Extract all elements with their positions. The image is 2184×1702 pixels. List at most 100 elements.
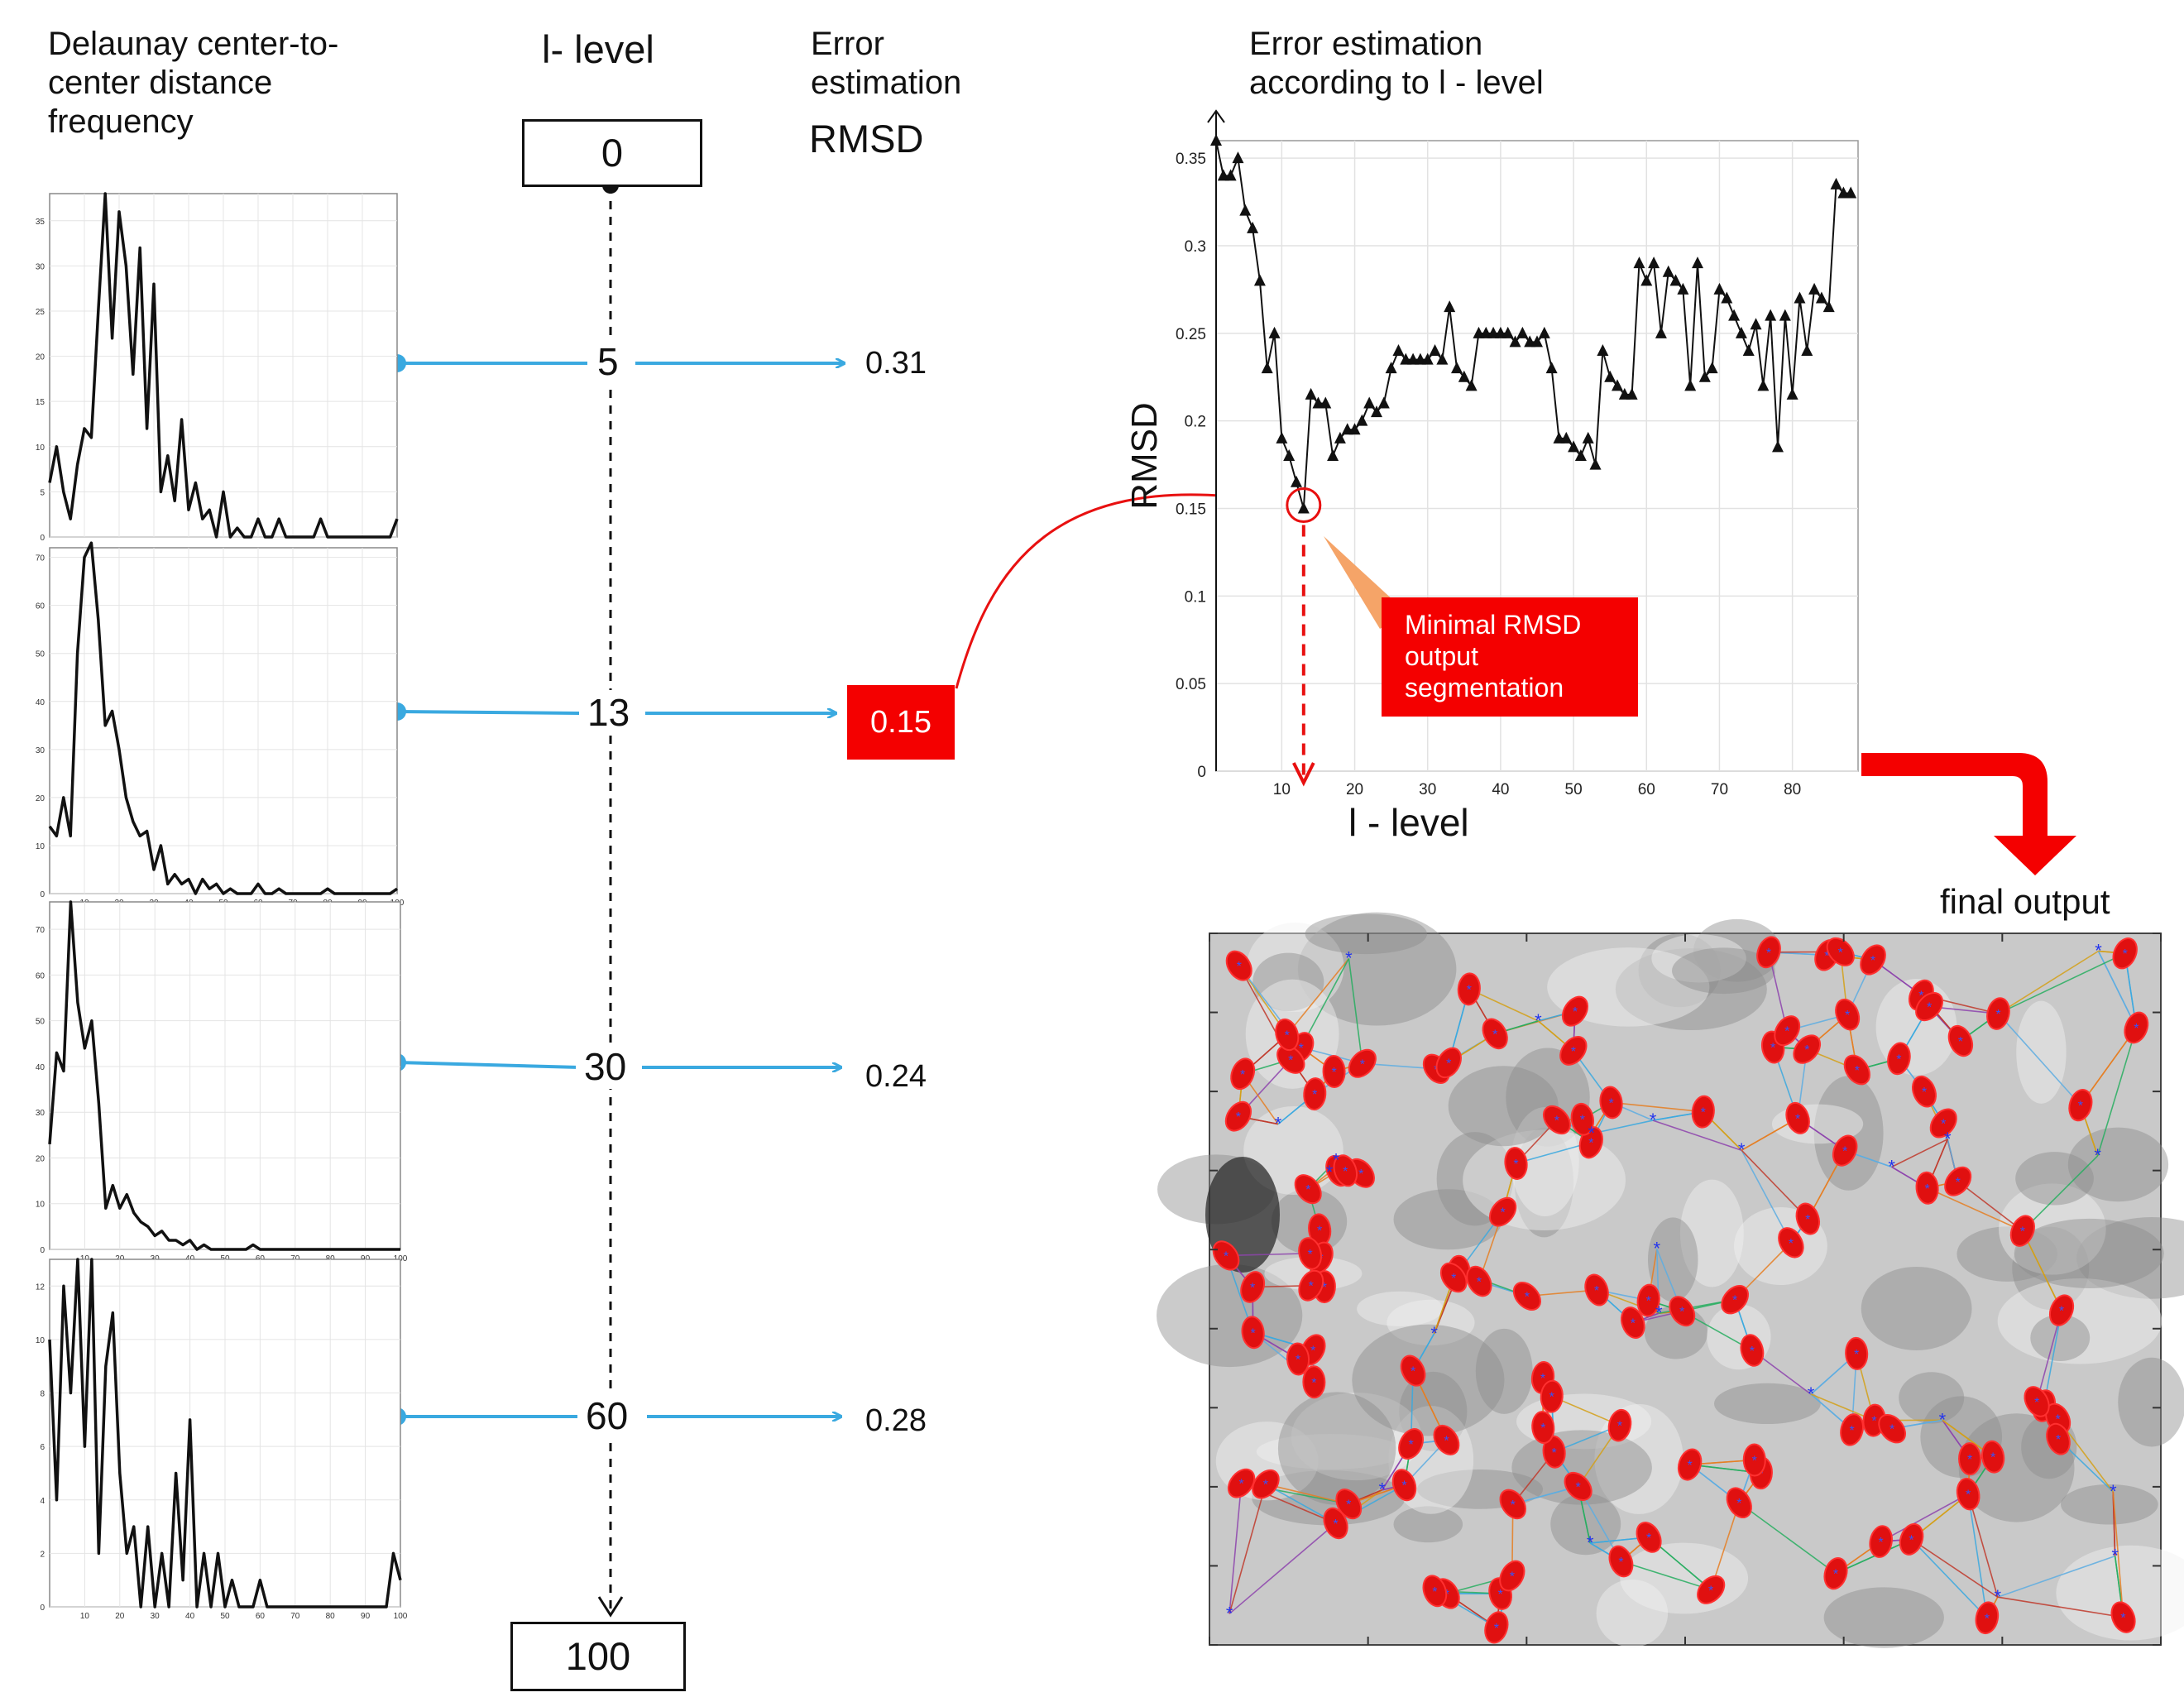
cell-center-marker: * xyxy=(1535,1010,1542,1031)
chart-point-marker xyxy=(1801,344,1813,356)
delaunay-edge xyxy=(1911,1538,1999,1598)
segmented-nucleus xyxy=(1785,1101,1810,1134)
cell-center-marker: * xyxy=(1588,1123,1596,1143)
cell-center-marker: * xyxy=(1994,1586,2001,1607)
chart-point-marker xyxy=(1268,326,1281,338)
cell-center-marker: * xyxy=(1305,1183,1310,1197)
cell-center-marker: * xyxy=(1408,1438,1413,1452)
cell-center-marker: * xyxy=(2094,1145,2101,1166)
cell-center-marker: * xyxy=(1540,1422,1545,1436)
cell-center-marker: * xyxy=(1617,1420,1622,1434)
cell-center-marker: * xyxy=(1285,1028,1290,1043)
histogram-series-line xyxy=(48,541,398,895)
cell-center-marker: * xyxy=(1467,983,1472,997)
cell-center-marker: * xyxy=(1432,1585,1437,1599)
segmented-nucleus xyxy=(1241,1316,1265,1350)
segmented-nucleus xyxy=(1621,1306,1645,1339)
histogram-ytick-label: 25 xyxy=(36,308,46,317)
histogram-series-line xyxy=(48,1258,402,1609)
chart-point-marker xyxy=(1494,326,1506,338)
final-output-arrow xyxy=(1861,753,2076,875)
segmented-nucleus xyxy=(1559,1036,1588,1066)
chart-point-marker xyxy=(1400,352,1412,365)
chart-point-marker xyxy=(1291,475,1302,487)
cell-center-marker: * xyxy=(1401,1479,1406,1493)
error-value-l13-highlight: 0.15 xyxy=(847,685,955,760)
cell-center-marker: * xyxy=(1588,1137,1593,1151)
chart-ytick-label: 0.25 xyxy=(1176,326,1206,343)
cell-center-marker: * xyxy=(1795,1112,1800,1126)
chart-ytick-label: 0.05 xyxy=(1176,676,1206,693)
cell-center-marker: * xyxy=(1549,1391,1554,1405)
cell-center-marker: * xyxy=(1430,1323,1438,1344)
error-value-l5: 0.31 xyxy=(865,346,927,381)
cell-center-marker: * xyxy=(1224,1249,1228,1263)
chart-point-marker xyxy=(1509,335,1521,348)
delaunay-edge xyxy=(1927,1187,2024,1232)
histogram-xtick-label: 40 xyxy=(185,1612,195,1621)
image-texture-blob xyxy=(1305,913,1427,955)
delaunay-edge xyxy=(2097,951,2138,1028)
chart-point-marker xyxy=(1692,256,1703,269)
level-label-l60: 60 xyxy=(577,1393,637,1438)
chart-point-marker xyxy=(1363,396,1376,409)
segmented-nucleus xyxy=(1691,1095,1715,1129)
chart-point-marker xyxy=(1538,326,1550,338)
delaunay-edge xyxy=(1957,1181,2024,1232)
cell-center-marker: * xyxy=(1838,946,1843,960)
segmented-nucleus xyxy=(2024,1386,2050,1417)
cell-center-marker: * xyxy=(1492,1028,1497,1042)
segmented-nucleus xyxy=(1915,1171,1939,1205)
delaunay-edge xyxy=(1998,952,2126,1014)
delaunay-edge xyxy=(1891,1139,1948,1168)
cell-center-marker: * xyxy=(1618,1556,1623,1570)
cell-center-marker: * xyxy=(1631,1317,1636,1331)
cell-center-marker: * xyxy=(1944,1129,1952,1149)
error-value-l60: 0.28 xyxy=(865,1403,927,1438)
chart-point-marker xyxy=(1341,423,1353,435)
rmsd-chart: 0 0.05 0.1 0.15 0.2 0.25 0.3 0.35 10 20 30 40 50 60 70… xyxy=(1124,109,1859,844)
segmented-nucleus xyxy=(1793,1034,1822,1064)
segmented-nucleus xyxy=(1276,1045,1305,1074)
chart-point-marker xyxy=(1414,352,1426,365)
image-texture-blob xyxy=(2061,1484,2158,1525)
final-output-image: * * * * * * * * * * * * * * * * * * * * * * * * * * * * * * * * * * * * * * * *… xyxy=(1156,912,2184,1648)
chart-point-marker xyxy=(1698,370,1711,382)
cell-center-marker: * xyxy=(2110,1481,2117,1502)
chart-point-marker xyxy=(1232,151,1244,164)
cell-center-marker: * xyxy=(1237,960,1242,974)
cell-center-marker: * xyxy=(1358,1167,1363,1182)
cell-center-marker: * xyxy=(1573,1005,1578,1019)
delaunay-edge xyxy=(1910,1538,1988,1618)
image-texture-blob xyxy=(1997,1278,2162,1364)
image-texture-blob xyxy=(2067,1127,2169,1202)
segmented-nucleus xyxy=(1489,1196,1517,1227)
cell-center-marker: * xyxy=(1896,1052,1901,1067)
histogram-column-title: Delaunay center-to- center distance freq… xyxy=(48,26,339,140)
chart-point-marker xyxy=(1735,326,1747,338)
histogram-ytick-label: 10 xyxy=(36,1201,46,1210)
segmented-nucleus xyxy=(1608,1545,1634,1578)
chart-point-marker xyxy=(1684,379,1697,391)
segmented-nucleus xyxy=(1887,1042,1911,1076)
cell-center-marker: * xyxy=(1990,1451,1995,1465)
image-texture-blob xyxy=(1651,934,1746,983)
cell-center-marker: * xyxy=(1444,1434,1449,1448)
cell-center-marker: * xyxy=(1927,1001,1932,1015)
segmented-nucleus xyxy=(1224,1100,1252,1132)
histogram-ytick-label: 10 xyxy=(36,1336,46,1345)
segmented-nucleus xyxy=(1457,972,1481,1006)
image-texture-blob xyxy=(1958,1413,2075,1522)
segmented-nucleus xyxy=(1956,1477,1980,1511)
histogram-ytick-label: 20 xyxy=(36,794,46,803)
histogram-ytick-label: 0 xyxy=(40,1604,45,1613)
delaunay-edge xyxy=(1738,1502,1837,1575)
segmented-nucleus xyxy=(1636,1283,1660,1317)
cell-center-marker: * xyxy=(1451,1272,1456,1286)
cell-center-marker: * xyxy=(1310,1344,1315,1358)
cell-center-marker: * xyxy=(1870,954,1875,968)
cell-center-marker: * xyxy=(1958,1035,1963,1049)
chart-point-marker xyxy=(1677,282,1689,295)
histogram-xtick-label: 100 xyxy=(394,1612,408,1621)
